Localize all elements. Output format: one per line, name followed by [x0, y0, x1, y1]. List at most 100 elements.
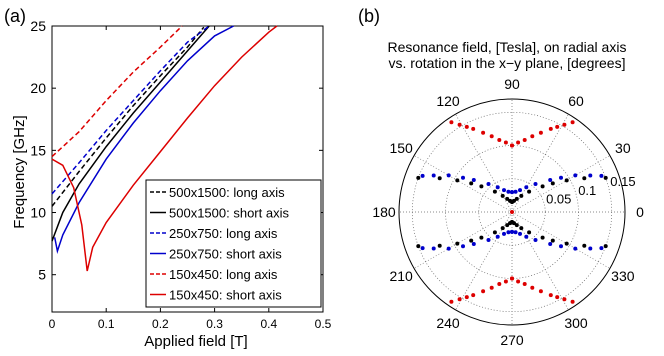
polar-point-series-3 [457, 297, 462, 302]
polar-point-series-1 [479, 184, 484, 189]
polar-point-series-2 [461, 175, 465, 180]
polar-point-series-2 [446, 246, 451, 251]
polar-point-series-3 [562, 122, 567, 127]
polar-point-series-1 [603, 175, 608, 180]
y-tick-label: 5 [38, 267, 46, 283]
legend: 500x1500: long axis 500x1500: short axis 2… [145, 179, 322, 308]
series-line-3 [51, 25, 210, 195]
legend-entry: 150x450: short axis [169, 288, 282, 303]
legend-entry: 150x450: long axis [169, 267, 278, 282]
polar-point-series-1 [469, 238, 474, 243]
polar-point-series-2 [588, 173, 593, 178]
polar-point-series-3 [503, 140, 508, 145]
polar-point-series-3 [449, 299, 454, 304]
polar-grid-spoke [413, 155, 513, 213]
polar-point-series-1 [437, 243, 442, 248]
polar-point-series-3 [530, 285, 535, 290]
polar-point-series-2 [510, 229, 514, 234]
polar-point-series-1 [550, 238, 555, 243]
polar-point-series-3 [503, 279, 508, 284]
polar-point-series-2 [461, 244, 465, 249]
polar-point-series-2 [486, 238, 491, 242]
polar-point-series-2 [495, 185, 500, 190]
polar-point-series-2 [486, 182, 491, 186]
polar-point-series-2 [510, 190, 514, 195]
polar-point-series-3 [464, 124, 469, 129]
polar-point-series-1 [582, 243, 587, 248]
polar-point-series-3 [570, 120, 575, 125]
polar-point-series-3 [497, 138, 502, 142]
polar-point-series-2 [513, 189, 518, 194]
polar-point-series-2 [506, 189, 511, 194]
polar-point-series-3 [530, 134, 535, 139]
y-tick-label: 10 [30, 205, 46, 221]
legend-box [145, 179, 322, 308]
panel-b-label: (b) [358, 6, 380, 26]
polar-point-series-1 [540, 184, 545, 189]
polar-point-series-1 [508, 221, 512, 226]
polar-point-series-2 [548, 242, 553, 246]
polar-point-series-3 [538, 130, 543, 135]
polar-title-line-1: Resonance field, [Tesla], on radial axis [388, 39, 627, 55]
legend-entry: 500x1500: long axis [169, 185, 285, 200]
polar-point-series-1 [514, 223, 519, 228]
polar-point-series-1 [603, 244, 608, 249]
polar-angle-label: 270 [500, 332, 524, 348]
polar-point-series-2 [471, 242, 476, 246]
x-tick-label: 0.2 [152, 317, 169, 331]
polar-point-series-3 [449, 120, 454, 125]
polar-point-series-2 [533, 238, 538, 242]
series-line-1 [51, 26, 205, 207]
polar-point-series-2 [502, 231, 506, 236]
polar-point-series-2 [518, 188, 522, 193]
polar-point-series-2 [573, 173, 578, 178]
polar-angle-label: 180 [372, 204, 396, 220]
x-tick-label: 0 [49, 317, 56, 331]
polar-point-series-1 [505, 196, 510, 201]
polar-point-series-1 [455, 241, 460, 246]
polar-point-series-2 [506, 230, 511, 235]
polar-point-series-2 [548, 178, 553, 182]
x-axis-label: Applied field [T] [144, 333, 247, 350]
polar-point-series-3 [516, 279, 521, 284]
polar-point-series-3 [471, 126, 476, 131]
y-axis-label: Frequency [GHz] [11, 115, 28, 228]
polar-angle-label: 0 [636, 204, 644, 220]
polar-point-series-1 [514, 196, 519, 201]
series-line-4 [53, 25, 234, 255]
polar-point-series-1 [469, 181, 474, 186]
polar-point-series-3 [555, 124, 560, 129]
y-tick-label: 20 [30, 80, 46, 96]
polar-point-series-1 [564, 178, 569, 183]
polar-point-series-3 [516, 140, 521, 145]
polar-point-series-3 [570, 299, 575, 304]
polar-point-series-2 [524, 234, 529, 239]
polar-point-series-1 [416, 175, 421, 180]
polar-angle-label: 90 [504, 76, 520, 92]
polar-angle-label: 300 [564, 315, 588, 331]
polar-grid-spoke [413, 211, 513, 269]
legend-entry: 500x1500: short axis [169, 206, 289, 221]
polar-point-series-2 [559, 175, 563, 180]
polar-radial-tick-label: 0.05 [546, 191, 571, 206]
polar-point-series-2 [446, 173, 451, 178]
panel-a-plot: 0 0.1 0.2 0.3 0.4 0.5 5 10 15 20 25 500x1500: long… [30, 18, 331, 331]
polar-point-series-2 [502, 188, 506, 193]
polar-point-series-3 [522, 282, 527, 286]
polar-point-series-1 [512, 198, 516, 203]
polar-point-series-2 [518, 231, 522, 236]
polar-point-series-3 [538, 289, 543, 294]
polar-point-series-1 [519, 226, 524, 231]
polar-angle-label: 120 [436, 93, 460, 109]
polar-point-series-3 [555, 295, 560, 300]
polar-point-series-3 [464, 295, 469, 300]
polar-point-series-3 [489, 134, 494, 139]
polar-point-series-1 [550, 181, 555, 186]
polar-radial-tick-label: 0.1 [578, 183, 596, 198]
polar-point-series-3 [497, 282, 502, 286]
polar-point-series-3 [510, 276, 514, 281]
polar-point-series-2 [573, 246, 578, 251]
polar-angle-label: 30 [615, 140, 631, 156]
polar-point-series-1 [455, 178, 460, 183]
